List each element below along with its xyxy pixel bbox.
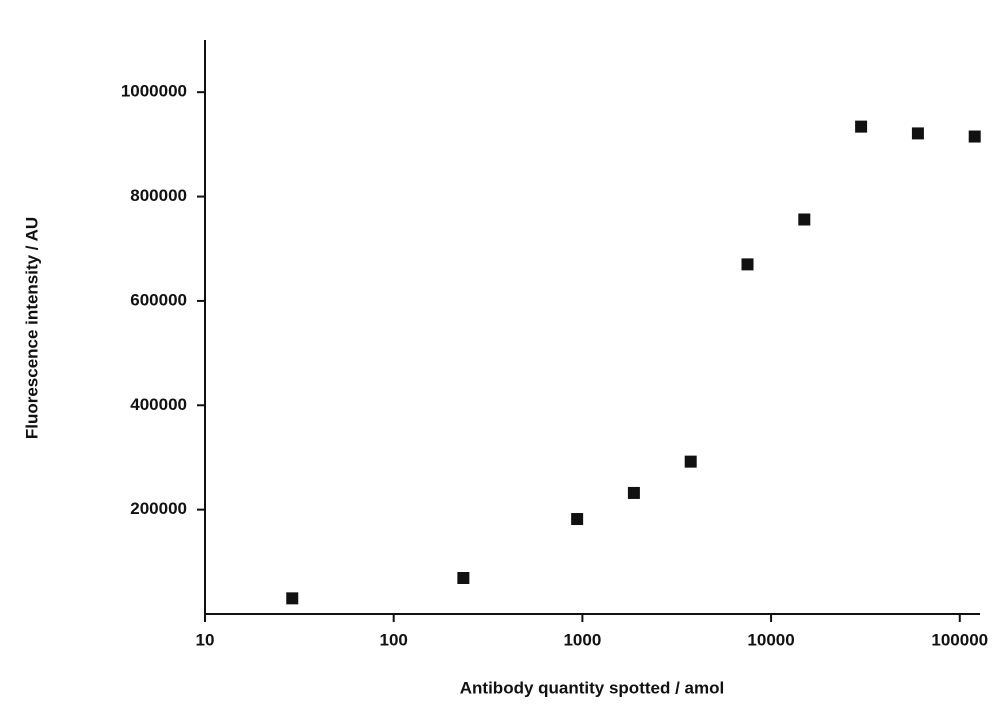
y-tick-label: 1000000 [121, 82, 187, 101]
point [571, 513, 584, 526]
x-tick-label: 100 [380, 630, 408, 649]
y-tick-label: 200000 [130, 499, 187, 518]
point [798, 213, 811, 226]
x-tick-label: 10000 [747, 630, 794, 649]
point [741, 258, 754, 271]
point [911, 127, 924, 140]
y-axis-title: Fluorescence intensity / AU [22, 217, 41, 439]
point [684, 455, 697, 468]
y-tick-label: 600000 [130, 290, 187, 309]
x-axis-title: Antibody quantity spotted / amol [460, 678, 724, 697]
point [457, 571, 470, 584]
y-tick-label: 400000 [130, 395, 187, 414]
x-tick-label: 1000 [563, 630, 601, 649]
point [286, 592, 299, 605]
point [968, 130, 981, 143]
x-tick-label: 10 [196, 630, 215, 649]
point [855, 120, 868, 133]
y-tick-label: 800000 [130, 186, 187, 205]
point [627, 486, 640, 499]
x-tick-label: 100000 [931, 630, 988, 649]
